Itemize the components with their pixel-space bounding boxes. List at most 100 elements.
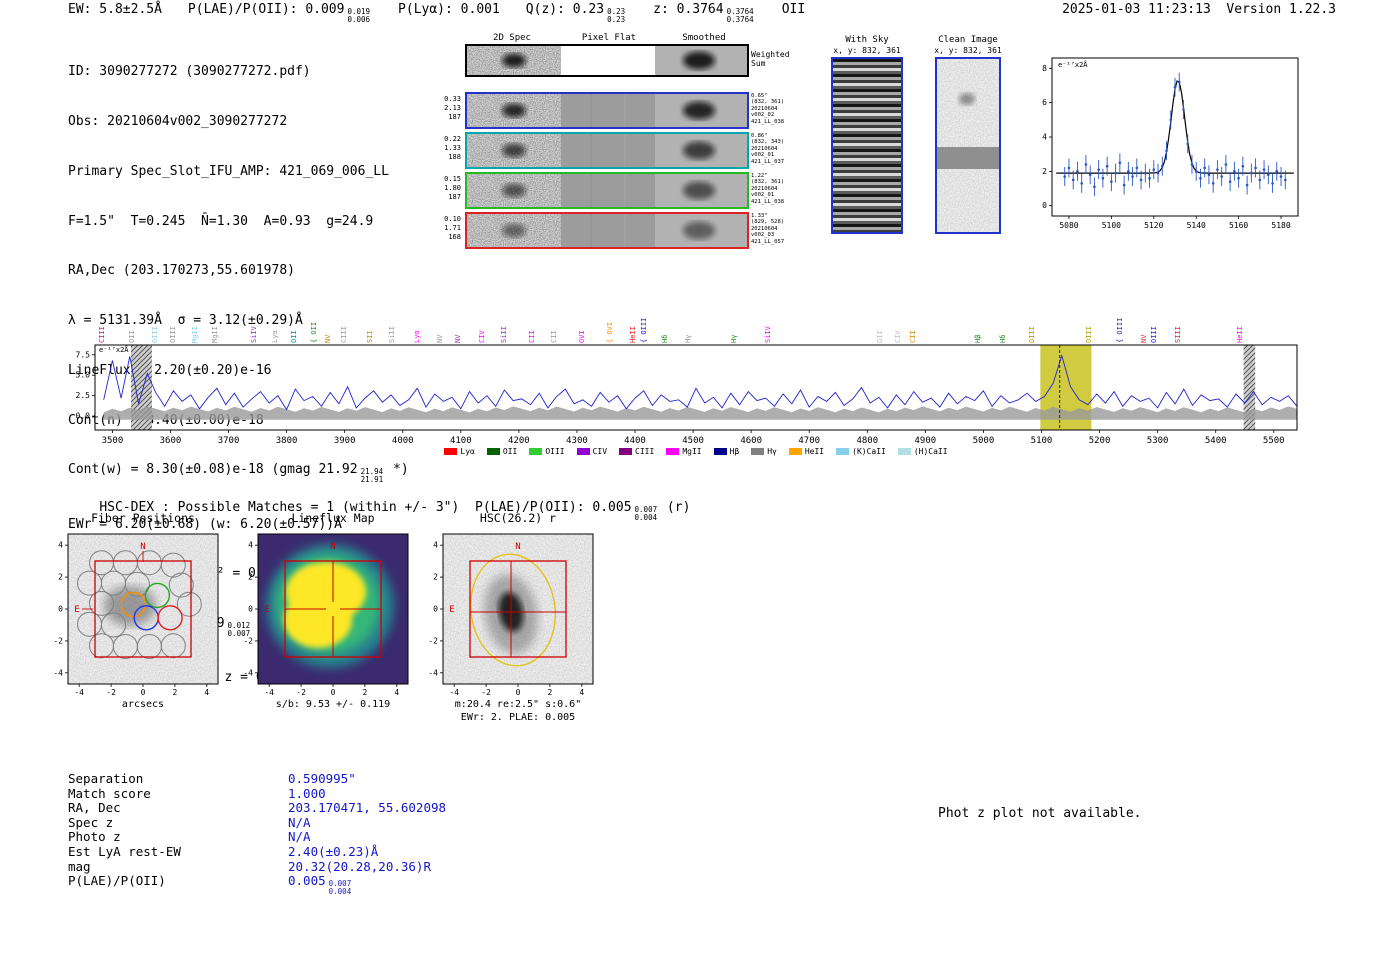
legend-label: CIV — [592, 447, 608, 456]
match-row-spec-z: Spec z N/A — [68, 814, 446, 831]
legend-label: CIII — [635, 447, 655, 456]
fiber-circle-red — [157, 605, 183, 631]
match-row-label: P(LAE)/P(OII) — [68, 873, 166, 889]
legend-item: CIII — [619, 447, 654, 456]
clean-image — [935, 57, 1001, 234]
svg-text:2: 2 — [362, 688, 367, 696]
ew-value: EW: 5.8±2.5Å — [68, 2, 162, 17]
hsc-cutout-title: HSC(26.2) r — [479, 511, 557, 525]
legend-item: Hβ — [713, 447, 740, 456]
spectral-line-label: OII — [127, 330, 136, 343]
spec2d-fiber-row — [465, 172, 749, 209]
spectral-line-label: OII — [875, 330, 884, 343]
spec2d-cell-pixelflat — [561, 46, 655, 75]
match-row-separation: Separation 0.590995" — [68, 771, 446, 787]
svg-text:4: 4 — [58, 541, 63, 550]
info-line-obs: Obs: 20210604v002_3090277272 — [68, 113, 288, 129]
line-fit-chart: 0 2 4 6 8 5080 5100 5120 5140 5160 5180 e⁻¹⁷x2Å — [1042, 57, 1299, 230]
svg-text:0: 0 — [331, 688, 336, 696]
legend-label: OIII — [545, 447, 565, 456]
classification-label: OII — [781, 2, 806, 17]
spectral-line-label: OIII — [1149, 326, 1158, 343]
spectrum-legend: Lyα OII OIII CIV CIII MgII Hβ Hγ HeII (K)CaII (H)C… — [95, 447, 1297, 456]
col-header-2dspec: 2D Spec — [493, 33, 531, 43]
svg-text:5.0: 5.0 — [76, 371, 91, 380]
spec2d-cell-pixelflat — [561, 134, 655, 167]
svg-text:4700: 4700 — [798, 436, 820, 446]
legend-item: HeII — [788, 447, 824, 456]
match-row-mag: mag 20.32(20.28,20.36)R — [68, 858, 446, 875]
spectral-line-label: OIII — [1027, 326, 1036, 343]
svg-text:7.5: 7.5 — [76, 350, 91, 359]
spectral-line-label: CIII — [340, 326, 349, 343]
match-row-value: N/A — [288, 814, 311, 830]
fiber-positions-xlabel: arcsecs — [121, 699, 165, 710]
legend-item: (H)CaII — [897, 447, 948, 456]
legend-swatch — [529, 448, 543, 455]
spectral-line-label: NV — [324, 334, 332, 343]
svg-text:0.0: 0.0 — [76, 412, 91, 421]
spec2d-cell-pixelflat — [561, 174, 655, 207]
svg-text:4200: 4200 — [508, 436, 530, 446]
lineflux-map-title: Lineflux Map — [291, 511, 375, 525]
legend-label: (K)CaII — [852, 447, 886, 456]
spec2d-fiber-annotation: 1.22" (832, 361) 20210604 v002_01 421_LL_038 — [751, 173, 785, 205]
svg-text:0: 0 — [141, 688, 146, 696]
match-row-label: mag — [68, 858, 91, 874]
spectral-line-label: SiIV — [250, 326, 259, 343]
svg-text:-4: -4 — [74, 688, 84, 696]
spectral-line-label: CIII — [98, 326, 107, 343]
svg-text:-2: -2 — [243, 636, 253, 645]
axes: 0 2 4 6 8 5080 5100 5120 5140 5160 5180 e⁻¹⁷x2Å — [1042, 57, 1299, 230]
svg-text:4: 4 — [394, 688, 399, 696]
spectral-line-label: CII — [549, 330, 558, 343]
svg-text:5100: 5100 — [1102, 221, 1121, 230]
svg-text:5500: 5500 — [1263, 436, 1285, 446]
clean-title: Clean Image — [938, 35, 998, 45]
legend-item: Hγ — [751, 447, 777, 456]
legend-swatch — [444, 448, 458, 455]
match-row-match-score: Match score 1.000 — [68, 786, 446, 802]
legend-swatch — [897, 448, 911, 455]
fiber-positions-plot: N E -4 -4 -2 -2 0 0 2 2 4 4 — [53, 533, 219, 696]
fiber-positions-title: Fiber Positions — [91, 511, 195, 525]
spectral-line-label: SiII — [387, 326, 396, 343]
legend-swatch — [619, 448, 633, 455]
spectrum-line — [103, 354, 1298, 411]
spectral-line-label: Lyα — [412, 330, 421, 343]
svg-text:5000: 5000 — [973, 436, 995, 446]
info-line-lineflux: LineFlux = 2.20(±0.20)e-16 — [68, 362, 272, 378]
match-row-ra-dec: RA, Dec 203.170471, 55.602098 — [68, 801, 446, 816]
match-row-photo-z: Photo z N/A — [68, 830, 446, 845]
legend-item: CIV — [576, 447, 608, 456]
withsky-title: With Sky — [845, 35, 889, 45]
svg-text:0: 0 — [433, 605, 438, 614]
spec2d-cell-pixelflat — [561, 214, 655, 247]
svg-text:4: 4 — [248, 541, 253, 550]
svg-text:-4: -4 — [53, 668, 63, 677]
axes: -4 -4 -2 -2 0 0 2 2 4 4 — [428, 533, 594, 696]
spec2d-cell-pixelflat — [561, 94, 655, 127]
hsc-match-heading: HSC-DEX : Possible Matches = 1 (within +… — [99, 500, 691, 522]
spec2d-cell-2dspec — [467, 214, 561, 247]
svg-text:0: 0 — [516, 688, 521, 696]
legend-label: Hβ — [729, 447, 740, 456]
match-row-value: 0.590995" — [288, 771, 356, 786]
spectral-line-label: SiIV — [764, 326, 773, 343]
match-row-label: Spec z — [68, 814, 114, 830]
svg-text:5100: 5100 — [1031, 436, 1053, 446]
legend-swatch — [486, 448, 500, 455]
spec2d-fiber-row — [465, 212, 749, 249]
spec2d-fiber-annotation: 0.65" (832, 361) 20210604 v002_02 421_LL_038 — [751, 93, 785, 125]
galaxy-ellipse — [469, 553, 557, 667]
svg-text:3700: 3700 — [218, 436, 240, 446]
svg-text:2.5: 2.5 — [76, 391, 91, 400]
hsc-cutout-plot: N E -4 -4 -2 -2 0 0 2 2 4 4 — [428, 533, 594, 696]
svg-text:e⁻¹⁷x2Å: e⁻¹⁷x2Å — [99, 345, 129, 354]
legend-label: Lyα — [460, 447, 475, 456]
match-row-label: RA, Dec — [68, 800, 121, 816]
fiber-circles — [77, 550, 202, 659]
spec2d-cell-smoothed — [655, 134, 747, 167]
legend-swatch — [788, 448, 802, 455]
